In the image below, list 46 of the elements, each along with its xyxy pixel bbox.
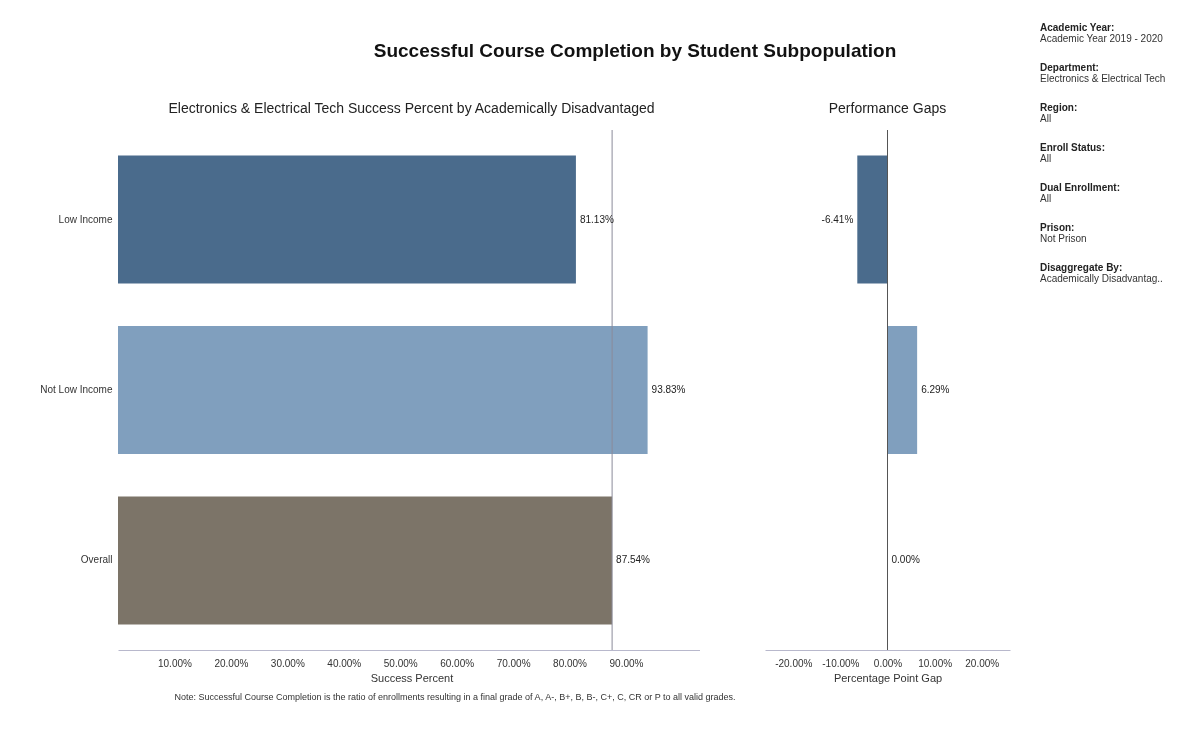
text: All — [1040, 153, 1053, 164]
bar — [118, 326, 648, 454]
text: Note: Successful Course Completion is the ratio of enrollments resulting in a final grade of A, A-, B+, B, B-, C+, C, CR or P to all valid grades. — [173, 692, 737, 702]
bar — [118, 155, 576, 284]
x-tick-label: 70.00% — [496, 657, 531, 669]
chart-title: Electronics & Electrical Tech Success Percent by Academically Disadvantaged — [168, 99, 655, 116]
x-axis-title: Success Percent — [370, 671, 454, 684]
text: Successful Course Completion by Student Subpopulation — [372, 40, 898, 62]
text: Region: — [1040, 102, 1079, 113]
x-tick-label: 0.00% — [873, 657, 903, 669]
text: Enroll Status: — [1040, 142, 1106, 153]
text: All — [1040, 113, 1052, 124]
text: Academic Year 2019 - 2020 — [1040, 33, 1164, 44]
x-tick-label: 10.00% — [918, 657, 953, 669]
text: Electronics & Electrical Tech — [1040, 73, 1167, 84]
data-label: 6.29% — [921, 384, 950, 395]
x-tick-label: 20.00% — [965, 657, 1000, 669]
text: Prison: — [1040, 222, 1076, 233]
x-tick-label: 20.00% — [214, 657, 249, 669]
x-tick-label: 80.00% — [553, 657, 588, 669]
data-label: 0.00% — [891, 554, 920, 566]
y-tick-label: Low Income — [58, 213, 113, 225]
x-tick-label: -10.00% — [822, 657, 860, 669]
data-label: 81.13% — [579, 213, 614, 225]
chart-title: Performance Gaps — [828, 99, 947, 116]
data-label: 87.54% — [616, 554, 651, 566]
text: All — [1040, 193, 1053, 204]
x-tick-label: 10.00% — [157, 657, 193, 669]
x-tick-label: 90.00% — [609, 657, 644, 669]
x-tick-label: 50.00% — [383, 657, 418, 669]
x-tick-label: 40.00% — [327, 657, 362, 669]
text: Academic Year: — [1040, 22, 1116, 33]
text: Dual Enrollment: — [1040, 182, 1121, 193]
y-tick-label: Overall — [80, 554, 113, 566]
data-label: 93.83% — [651, 384, 686, 395]
text: Department: — [1040, 62, 1100, 73]
y-tick-label: Not Low Income — [40, 384, 113, 395]
bar — [118, 496, 613, 625]
text: Not Prison — [1040, 233, 1088, 244]
data-label: -6.41% — [821, 213, 854, 225]
x-tick-label: -20.00% — [775, 657, 813, 669]
x-tick-label: 60.00% — [440, 657, 475, 669]
text: Academically Disadvantag.. — [1040, 273, 1164, 284]
x-axis-title: Percentage Point Gap — [833, 671, 943, 684]
x-tick-label: 30.00% — [270, 657, 305, 669]
text: Disaggregate By: — [1040, 262, 1123, 273]
